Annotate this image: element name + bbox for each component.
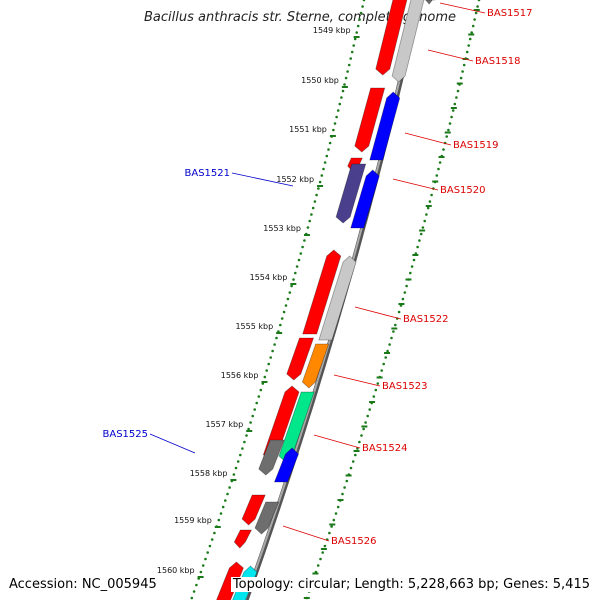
gene-bas1527: [216, 561, 244, 600]
gene-bas1525-grey: [258, 439, 285, 476]
gene-bas1521-slate: [335, 163, 367, 224]
genome-summary-text: Topology: circular; Length: 5,228,663 bp…: [230, 577, 592, 592]
tick-label: 1553 kbp: [263, 224, 301, 233]
gene-label-bas1524: BAS1524: [362, 443, 408, 454]
tick-label: 1552 kbp: [276, 175, 314, 184]
tick-label: 1558 kbp: [190, 469, 228, 478]
gene-label-bas1517: BAS1517: [487, 8, 533, 19]
gene-label-bas1525: BAS1525: [103, 429, 149, 440]
tick-label: 1550 kbp: [301, 76, 339, 85]
tick-ring-right: [303, 0, 481, 600]
gene-bas1526: [241, 494, 266, 526]
gene-label-bas1520: BAS1520: [440, 185, 486, 196]
gene-bas1517-grey: [424, 0, 436, 5]
gene-labels: BAS1517 BAS1518 BAS1519 BAS1520 BAS1521 BAS15…: [103, 2, 533, 547]
tick-label: 1560 kbp: [157, 566, 195, 575]
gene-bas1519-blue: [369, 91, 401, 161]
gene-label-bas1518: BAS1518: [475, 56, 521, 67]
gene-bas1518-light: [391, 0, 425, 83]
gene-bas1522-light: [318, 255, 357, 341]
tick-label: 1559 kbp: [174, 516, 212, 525]
gene-bas1521: [350, 169, 380, 229]
gene-label-bas1519: BAS1519: [453, 140, 499, 151]
gene-bas1523-orange: [301, 343, 330, 389]
gene-label-bas1526: BAS1526: [331, 536, 377, 547]
gene-label-bas1521: BAS1521: [185, 168, 231, 179]
map-title: Bacillus anthracis str. Sterne, complete…: [144, 10, 456, 25]
tick-label: 1549 kbp: [313, 26, 351, 35]
accession-text: Accession: NC_005945: [7, 577, 159, 592]
gene-bas1526-grey: [254, 501, 280, 535]
gene-label-bas1522: BAS1522: [403, 314, 449, 325]
gene-bas1526-small: [233, 529, 253, 549]
gene-bas1525: [273, 447, 299, 483]
tick-ring-left: 1549 kbp 1550 kbp 1551 kbp 1552 kbp 1553 kbp…: [157, 0, 366, 600]
gene-features: [216, 0, 436, 600]
gene-label-bas1523: BAS1523: [382, 381, 428, 392]
gene-bas1517: [375, 0, 408, 76]
tick-label: 1555 kbp: [235, 322, 273, 331]
tick-label: 1554 kbp: [250, 273, 288, 282]
gene-bas1523: [286, 337, 315, 381]
gene-bas1522: [302, 249, 342, 335]
gene-bas1519: [354, 87, 386, 153]
tick-label: 1551 kbp: [289, 125, 327, 134]
tick-label: 1557 kbp: [206, 420, 244, 429]
tick-label: 1556 kbp: [221, 371, 259, 380]
